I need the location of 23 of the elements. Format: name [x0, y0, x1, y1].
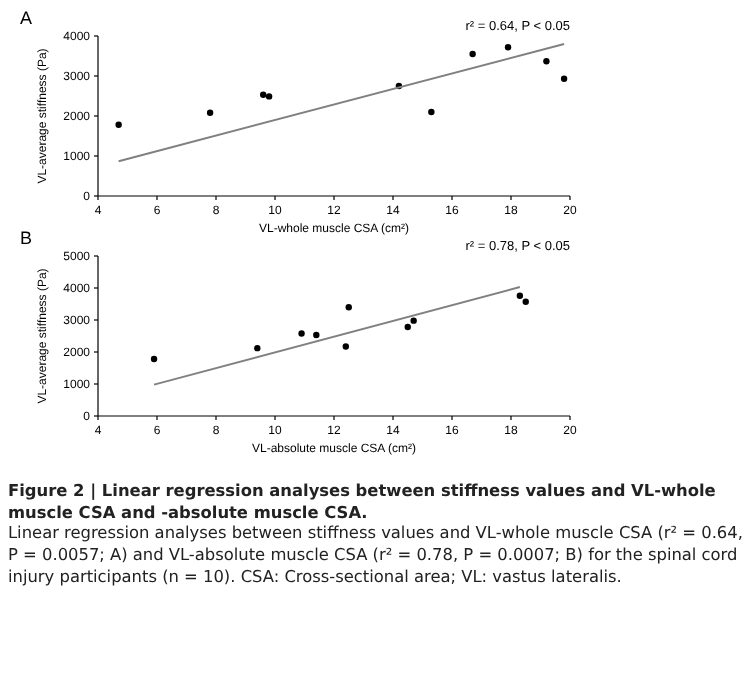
point — [298, 330, 305, 337]
point — [342, 343, 349, 350]
point — [345, 304, 352, 311]
chart-title: A — [20, 8, 33, 28]
caption: Figure 2 | Linear regression analyses between stiffness values and VL-whole muscle CSA and -absolute muscle CSA. — [8, 480, 718, 523]
point — [516, 292, 524, 299]
point — [115, 121, 122, 128]
point — [504, 44, 512, 51]
point — [150, 355, 158, 363]
point — [428, 108, 435, 116]
point — [469, 50, 476, 58]
point — [543, 58, 550, 65]
chart-title: B — [20, 228, 33, 248]
point — [254, 344, 261, 352]
point — [410, 317, 417, 324]
point — [560, 75, 568, 82]
point — [404, 323, 411, 331]
point — [522, 298, 529, 305]
point — [260, 91, 267, 98]
point — [313, 331, 320, 339]
point — [206, 109, 214, 116]
text: Linear regression analyses between stiffness values and VL-whole muscle CSA (r² = 0.64, P = 0.0057; A) and VL-absolute muscle CSA (r² = 0.78, P = 0.0007; B) for the spinal cord injury participants (n = 10). CSA: Cross-sectional area; VL: vastus lateralis. — [8, 522, 745, 587]
point — [265, 93, 273, 100]
